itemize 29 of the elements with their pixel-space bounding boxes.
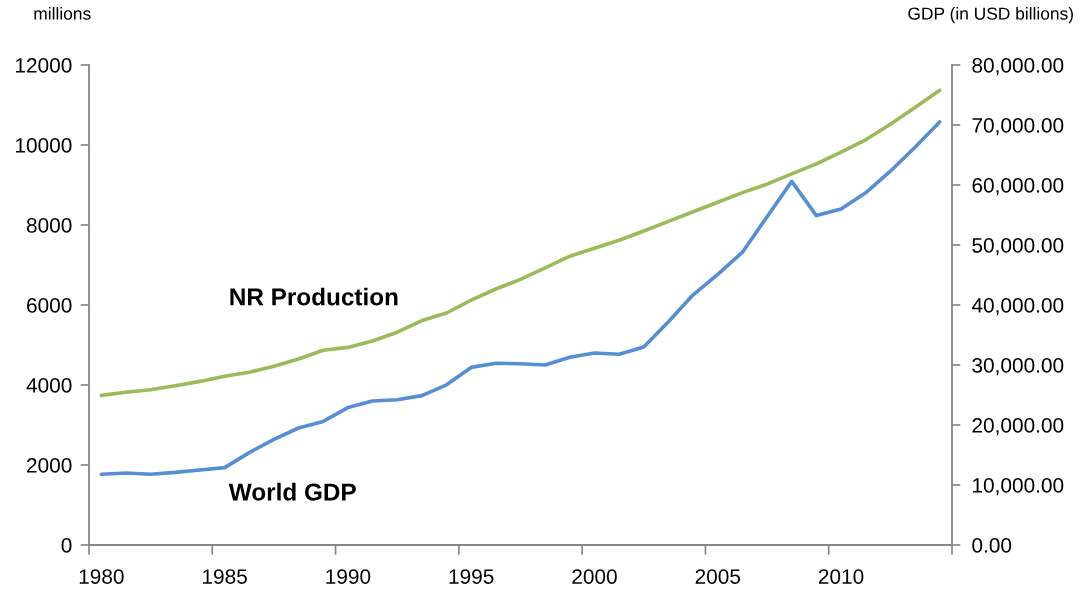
x-tick-label: 2000 (572, 569, 617, 584)
y2-tick-label: 40,000.00 (971, 298, 1064, 316)
y-tick-label: 12000 (16, 58, 72, 73)
y2-axis-title: GDP (in USD billions) (908, 6, 1073, 24)
y-tick-label: 0 (61, 538, 72, 553)
y-tick-label: 6000 (27, 298, 72, 313)
y-axis-title: millions (34, 6, 91, 20)
x-tick-label: 1990 (326, 569, 371, 584)
y2-tick-label: 60,000.00 (972, 178, 1064, 196)
x-tick-label: 1985 (203, 569, 247, 584)
y-tick-label: 10000 (16, 138, 72, 153)
y-tick-label: 8000 (26, 218, 72, 233)
x-tick-label: 1980 (79, 569, 124, 584)
y-tick-label: 2000 (27, 458, 72, 473)
series-label: World GDP (228, 482, 356, 501)
x-tick-label: 1995 (449, 569, 494, 584)
series-label: NR Production (230, 287, 398, 306)
y2-tick-label: 50,000.00 (972, 238, 1064, 256)
y-tick-label: 4000 (26, 378, 72, 393)
y2-tick-label: 20,000.00 (972, 418, 1064, 436)
y2-tick-label: 30,000.00 (972, 358, 1064, 376)
y2-tick-label: 80,000.00 (972, 58, 1064, 76)
y2-tick-label: 10,000.00 (973, 478, 1064, 496)
line-series (99, 88, 942, 398)
x-tick-label: 2005 (695, 569, 741, 584)
x-tick-label: 2010 (818, 569, 864, 584)
line-series (99, 120, 942, 477)
y2-tick-label: 0.00 (972, 538, 1012, 553)
y2-tick-label: 70,000.00 (972, 118, 1064, 136)
